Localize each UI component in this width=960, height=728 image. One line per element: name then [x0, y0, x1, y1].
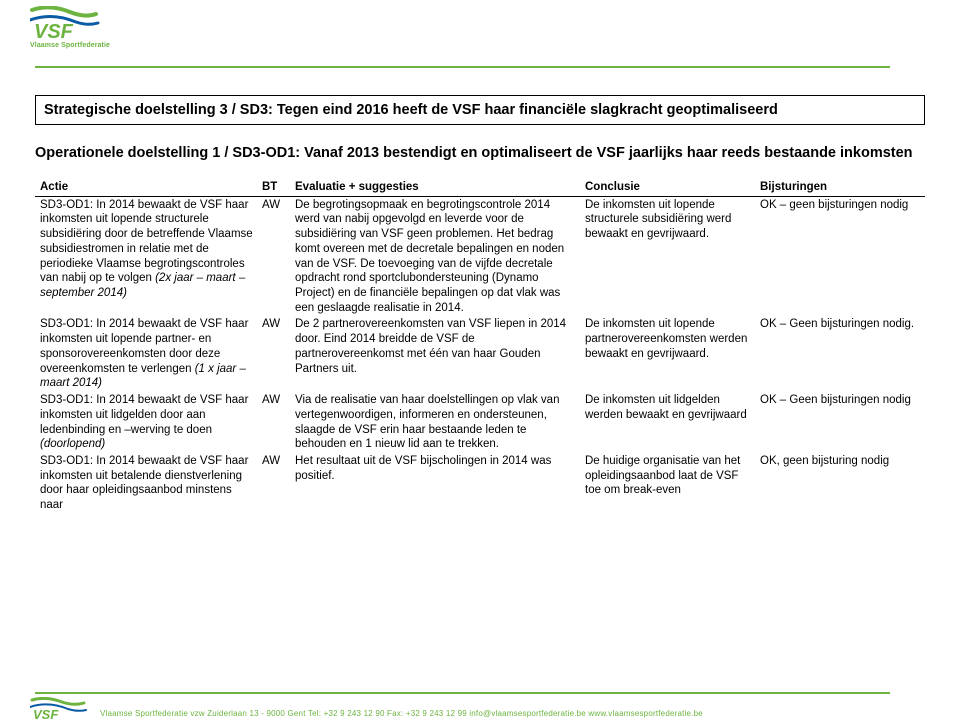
cell-actie: SD3-OD1: In 2014 bewaakt de VSF haar ink…	[35, 316, 260, 392]
col-conc: Conclusie	[580, 179, 755, 196]
cell-bij: OK – Geen bijsturingen nodig.	[755, 316, 925, 392]
cell-bt: AW	[260, 392, 290, 453]
cell-eval: De 2 partnerovereenkomsten van VSF liepe…	[290, 316, 580, 392]
table-row: SD3-OD1: In 2014 bewaakt de VSF haar ink…	[35, 316, 925, 392]
cell-eval: Via de realisatie van haar doelstellinge…	[290, 392, 580, 453]
strategic-goal-title: Strategische doelstelling 3 / SD3: Tegen…	[35, 95, 925, 125]
table-header-row: Actie BT Evaluatie + suggesties Conclusi…	[35, 179, 925, 196]
col-actie: Actie	[35, 179, 260, 196]
cell-bt: AW	[260, 453, 290, 514]
svg-text:VSF: VSF	[33, 707, 59, 721]
logo-subtext: Vlaamse Sportfederatie	[30, 42, 110, 49]
header-rule	[35, 66, 890, 68]
footer-text: Vlaamse Sportfederatie vzw Zuiderlaan 13…	[100, 709, 703, 718]
cell-conc: De inkomsten uit lopende partnerovereenk…	[580, 316, 755, 392]
cell-bij: OK – Geen bijsturingen nodig	[755, 392, 925, 453]
cell-bij: OK – geen bijsturingen nodig	[755, 196, 925, 316]
vsf-logo-icon: VSF	[30, 6, 100, 44]
document-page: VSF Vlaamse Sportfederatie Strategische …	[0, 0, 960, 728]
svg-text:VSF: VSF	[34, 21, 74, 43]
cell-actie: SD3-OD1: In 2014 bewaakt de VSF haar ink…	[35, 453, 260, 514]
cell-conc: De inkomsten uit lopende structurele sub…	[580, 196, 755, 316]
operational-goal-title: Operationele doelstelling 1 / SD3-OD1: V…	[35, 143, 925, 165]
vsf-footer-logo-icon: VSF	[30, 697, 88, 721]
table-body: SD3-OD1: In 2014 bewaakt de VSF haar ink…	[35, 196, 925, 514]
cell-conc: De huidige organisatie van het opleiding…	[580, 453, 755, 514]
cell-conc: De inkomsten uit lidgelden werden bewaak…	[580, 392, 755, 453]
cell-bt: AW	[260, 316, 290, 392]
cell-bij: OK, geen bijsturing nodig	[755, 453, 925, 514]
table-row: SD3-OD1: In 2014 bewaakt de VSF haar ink…	[35, 196, 925, 316]
cell-eval: Het resultaat uit de VSF bijscholingen i…	[290, 453, 580, 514]
table-row: SD3-OD1: In 2014 bewaakt de VSF haar ink…	[35, 392, 925, 453]
cell-actie: SD3-OD1: In 2014 bewaakt de VSF haar ink…	[35, 392, 260, 453]
cell-bt: AW	[260, 196, 290, 316]
cell-actie: SD3-OD1: In 2014 bewaakt de VSF haar ink…	[35, 196, 260, 316]
cell-eval: De begrotingsopmaak en begrotingscontrol…	[290, 196, 580, 316]
header-logo: VSF Vlaamse Sportfederatie	[30, 6, 110, 49]
col-bij: Bijsturingen	[755, 179, 925, 196]
table-row: SD3-OD1: In 2014 bewaakt de VSF haar ink…	[35, 453, 925, 514]
content-area: Strategische doelstelling 3 / SD3: Tegen…	[35, 95, 925, 514]
col-eval: Evaluatie + suggesties	[290, 179, 580, 196]
footer-logo: VSF	[30, 697, 88, 724]
actions-table: Actie BT Evaluatie + suggesties Conclusi…	[35, 179, 925, 514]
col-bt: BT	[260, 179, 290, 196]
footer-rule	[35, 692, 890, 694]
